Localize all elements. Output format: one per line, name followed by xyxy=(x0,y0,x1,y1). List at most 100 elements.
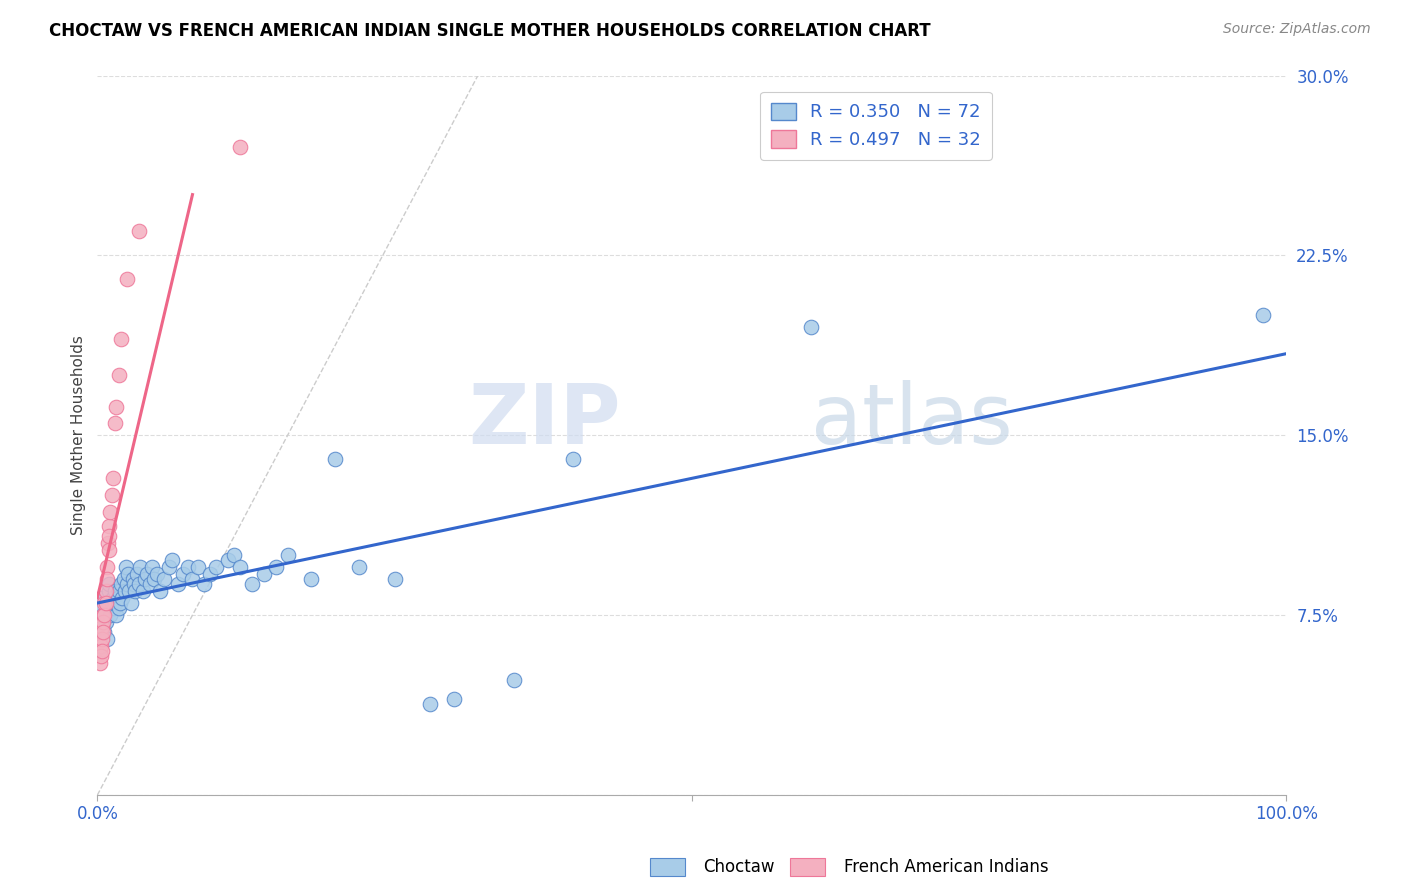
Point xyxy=(98,529,121,543)
Point xyxy=(96,560,118,574)
Point xyxy=(562,452,585,467)
Point xyxy=(1251,309,1274,323)
Point xyxy=(105,400,128,414)
Point xyxy=(110,577,132,591)
Point xyxy=(87,632,110,647)
Point xyxy=(153,572,176,586)
Point xyxy=(93,624,115,639)
Point xyxy=(124,584,146,599)
Point xyxy=(91,608,114,623)
Point xyxy=(91,624,114,639)
Point xyxy=(157,560,180,574)
Point xyxy=(97,596,120,610)
Point xyxy=(112,572,135,586)
Point xyxy=(93,608,115,623)
Point xyxy=(115,577,138,591)
Point xyxy=(200,567,222,582)
Point xyxy=(89,656,111,670)
Point xyxy=(125,567,148,582)
Point xyxy=(177,560,200,574)
Point xyxy=(98,584,121,599)
Point xyxy=(90,648,112,663)
Point xyxy=(129,560,152,574)
Text: ZIP: ZIP xyxy=(468,380,620,461)
Point xyxy=(100,488,122,502)
Point xyxy=(224,548,246,562)
Y-axis label: Single Mother Households: Single Mother Households xyxy=(72,335,86,535)
Point xyxy=(91,601,114,615)
Point xyxy=(122,572,145,586)
Point xyxy=(181,572,204,586)
Point xyxy=(143,572,166,586)
Point xyxy=(104,584,127,599)
Text: atlas: atlas xyxy=(811,380,1012,461)
Point xyxy=(114,584,136,599)
Point xyxy=(94,584,117,599)
Point xyxy=(100,505,122,519)
Point xyxy=(138,577,160,591)
Point xyxy=(107,584,129,599)
Point xyxy=(122,577,145,591)
Point xyxy=(89,644,111,658)
Point xyxy=(108,596,131,610)
Point xyxy=(104,596,127,610)
Point xyxy=(193,577,215,591)
Point xyxy=(98,519,121,533)
Text: CHOCTAW VS FRENCH AMERICAN INDIAN SINGLE MOTHER HOUSEHOLDS CORRELATION CHART: CHOCTAW VS FRENCH AMERICAN INDIAN SINGLE… xyxy=(49,22,931,40)
Point xyxy=(101,471,124,485)
Point xyxy=(217,553,239,567)
Point xyxy=(105,608,128,623)
Point xyxy=(91,644,114,658)
Point xyxy=(187,560,209,574)
Point xyxy=(101,591,124,606)
Point xyxy=(131,584,153,599)
Point xyxy=(172,567,194,582)
Text: Source: ZipAtlas.com: Source: ZipAtlas.com xyxy=(1223,22,1371,37)
Point xyxy=(91,615,114,630)
Point xyxy=(253,567,276,582)
Point xyxy=(94,615,117,630)
Point xyxy=(117,567,139,582)
Text: Choctaw: Choctaw xyxy=(703,858,775,876)
Point xyxy=(96,572,118,586)
Point xyxy=(103,601,125,615)
Point xyxy=(229,140,252,154)
Point xyxy=(443,692,465,706)
Point xyxy=(111,591,134,606)
Point xyxy=(90,591,112,606)
Point xyxy=(94,596,117,610)
Legend: R = 0.350   N = 72, R = 0.497   N = 32: R = 0.350 N = 72, R = 0.497 N = 32 xyxy=(759,92,993,160)
Point xyxy=(141,560,163,574)
Point xyxy=(800,320,823,334)
Point xyxy=(107,601,129,615)
Point xyxy=(98,543,121,558)
Point xyxy=(93,596,115,610)
Point xyxy=(205,560,228,574)
Point xyxy=(91,608,114,623)
Point xyxy=(107,591,129,606)
Point xyxy=(115,272,138,286)
Point xyxy=(96,632,118,647)
Point xyxy=(98,577,121,591)
Point xyxy=(90,624,112,639)
Point xyxy=(128,577,150,591)
Point xyxy=(107,368,129,383)
Point xyxy=(91,632,114,647)
Point xyxy=(502,673,524,687)
Point xyxy=(100,596,122,610)
Point xyxy=(91,620,114,634)
Point xyxy=(149,584,172,599)
Point xyxy=(347,560,370,574)
Point xyxy=(115,560,138,574)
Point xyxy=(299,572,322,586)
Point xyxy=(128,224,150,238)
Point xyxy=(146,567,169,582)
Point xyxy=(229,560,252,574)
Point xyxy=(97,536,120,550)
Point xyxy=(240,577,263,591)
Point xyxy=(384,572,406,586)
Point xyxy=(100,608,122,623)
Point xyxy=(134,572,156,586)
Point xyxy=(90,640,112,654)
Point xyxy=(136,567,159,582)
